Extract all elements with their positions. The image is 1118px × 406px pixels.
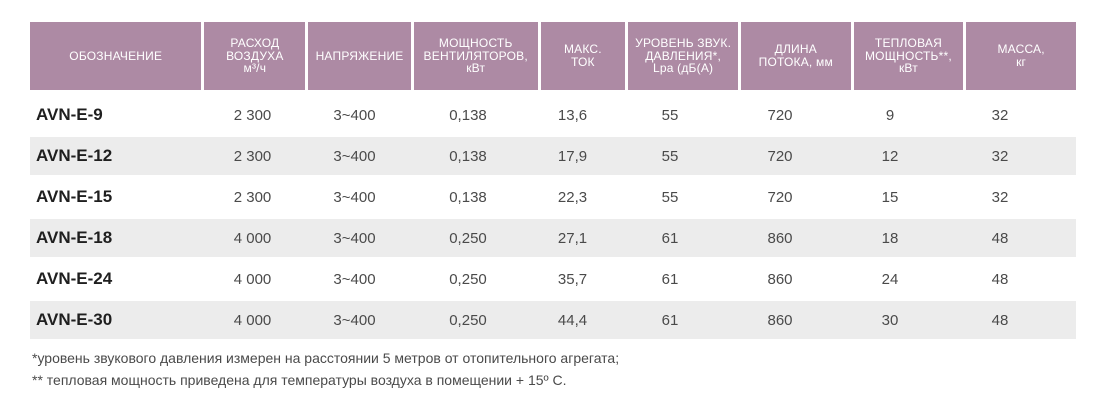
cell-throw-length: 720 xyxy=(767,147,793,165)
footnotes: *уровень звукового давления измерен на р… xyxy=(32,347,619,391)
cell-mass: 32 xyxy=(991,188,1009,206)
cell-sound-level: 61 xyxy=(661,270,679,288)
cell-fan-power: 0,138 xyxy=(449,147,487,165)
cell-airflow: 2 300 xyxy=(233,147,272,165)
cell-designation: AVN-E-30 xyxy=(36,310,113,329)
table-header: ОБОЗНАЧЕНИЕ РАСХОД ВОЗДУХА м³/ч НАПРЯЖЕНИЕ… xyxy=(30,22,1076,90)
cell-designation: AVN-E-12 xyxy=(36,146,113,165)
table-row: AVN-E-24 4 000 3~400 0,250 35,7 61 860 24 48 xyxy=(30,260,1076,298)
table-row: AVN-E-18 4 000 3~400 0,250 27,1 61 860 18 48 xyxy=(30,219,1076,257)
cell-sound-level: 55 xyxy=(661,188,679,206)
cell-mass: 32 xyxy=(991,147,1009,165)
cell-voltage: 3~400 xyxy=(333,270,376,288)
cell-throw-length: 720 xyxy=(767,188,793,206)
header-max-current: МАКС. ТОК xyxy=(540,22,626,90)
cell-throw-length: 720 xyxy=(767,106,793,124)
footnote-sound: *уровень звукового давления измерен на р… xyxy=(32,350,620,366)
cell-voltage: 3~400 xyxy=(333,188,376,206)
cell-heat-output: 30 xyxy=(881,311,899,329)
cell-max-current: 44,4 xyxy=(557,311,588,329)
cell-fan-power: 0,250 xyxy=(449,311,487,329)
cell-airflow: 2 300 xyxy=(233,188,272,206)
cell-voltage: 3~400 xyxy=(333,147,376,165)
header-heat-output: ТЕПЛОВАЯ МОЩНОСТЬ**, кВт xyxy=(853,22,964,90)
cell-mass: 48 xyxy=(991,311,1009,329)
header-voltage: НАПРЯЖЕНИЕ xyxy=(308,22,411,90)
cell-mass: 48 xyxy=(991,270,1009,288)
cell-sound-level: 61 xyxy=(661,229,679,247)
cell-max-current: 35,7 xyxy=(557,270,588,288)
header-designation: ОБОЗНАЧЕНИЕ xyxy=(30,22,202,90)
cell-airflow: 4 000 xyxy=(233,270,272,288)
cell-throw-length: 860 xyxy=(767,270,793,288)
cell-heat-output: 12 xyxy=(881,147,899,165)
cell-voltage: 3~400 xyxy=(333,311,376,329)
cell-heat-output: 15 xyxy=(881,188,899,206)
footnote-heat: ** тепловая мощность приведена для темпе… xyxy=(32,372,567,388)
cell-max-current: 22,3 xyxy=(557,188,588,206)
cell-heat-output: 24 xyxy=(881,270,899,288)
table-row: AVN-E-12 2 300 3~400 0,138 17,9 55 720 12 32 xyxy=(30,137,1076,175)
specs-table: ОБОЗНАЧЕНИЕ РАСХОД ВОЗДУХА м³/ч НАПРЯЖЕНИЕ… xyxy=(30,22,1076,339)
cell-fan-power: 0,138 xyxy=(449,106,487,124)
cell-mass: 48 xyxy=(991,229,1009,247)
cell-heat-output: 18 xyxy=(881,229,899,247)
cell-heat-output: 9 xyxy=(885,106,895,124)
cell-max-current: 17,9 xyxy=(557,147,588,165)
cell-designation: AVN-E-18 xyxy=(36,228,113,247)
cell-designation: AVN-E-24 xyxy=(36,269,113,288)
header-airflow: РАСХОД ВОЗДУХА м³/ч xyxy=(204,22,306,90)
cell-sound-level: 61 xyxy=(661,311,679,329)
header-sound-level: УРОВЕНЬ ЗВУК. ДАВЛЕНИЯ*, Lpa (дБ(А) xyxy=(628,22,738,90)
cell-designation: AVN-E-15 xyxy=(36,187,113,206)
table-body: AVN-E-9 2 300 3~400 0,138 13,6 55 720 9 32 AVN-E-… xyxy=(30,96,1076,339)
cell-designation: AVN-E-9 xyxy=(36,105,103,124)
table-row: AVN-E-9 2 300 3~400 0,138 13,6 55 720 9 32 xyxy=(30,96,1076,134)
cell-sound-level: 55 xyxy=(661,147,679,165)
cell-fan-power: 0,138 xyxy=(449,188,487,206)
header-fan-power: МОЩНОСТЬ ВЕНТИЛЯТОРОВ, кВт xyxy=(413,22,538,90)
header-mass: МАССА, кг xyxy=(966,22,1076,90)
header-throw-length: ДЛИНА ПОТОКА, мм xyxy=(740,22,851,90)
cell-voltage: 3~400 xyxy=(333,229,376,247)
cell-airflow: 2 300 xyxy=(233,106,272,124)
cell-mass: 32 xyxy=(991,106,1009,124)
cell-voltage: 3~400 xyxy=(333,106,376,124)
cell-sound-level: 55 xyxy=(661,106,679,124)
cell-max-current: 13,6 xyxy=(557,106,588,124)
cell-fan-power: 0,250 xyxy=(449,229,487,247)
table-row: AVN-E-30 4 000 3~400 0,250 44,4 61 860 30 48 xyxy=(30,301,1076,339)
table-row: AVN-E-15 2 300 3~400 0,138 22,3 55 720 15 32 xyxy=(30,178,1076,216)
cell-throw-length: 860 xyxy=(767,311,793,329)
cell-throw-length: 860 xyxy=(767,229,793,247)
cell-max-current: 27,1 xyxy=(557,229,588,247)
cell-airflow: 4 000 xyxy=(233,229,272,247)
cell-fan-power: 0,250 xyxy=(449,270,487,288)
cell-airflow: 4 000 xyxy=(233,311,272,329)
